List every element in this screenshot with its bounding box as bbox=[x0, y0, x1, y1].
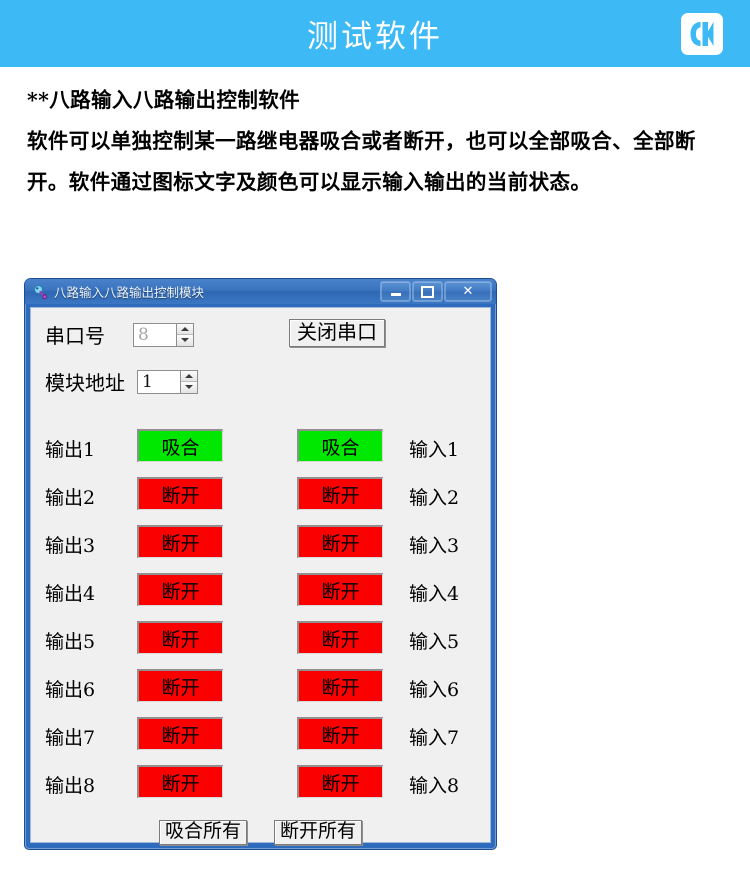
output-label: 输出3 bbox=[45, 535, 96, 557]
plug-connector-icon bbox=[32, 284, 48, 300]
input-state-indicator: 吸合 bbox=[297, 429, 383, 462]
chevron-up-icon bbox=[181, 326, 189, 331]
input-label: 输入1 bbox=[409, 439, 460, 461]
window-titlebar[interactable]: 八路输入八路输出控制模块 ✕ bbox=[25, 279, 496, 304]
output-state-button[interactable]: 断开 bbox=[137, 765, 223, 798]
open-all-button[interactable]: 断开所有 bbox=[274, 820, 363, 846]
close-port-row: 关闭串口 bbox=[289, 319, 385, 348]
output-state-button[interactable]: 断开 bbox=[137, 621, 223, 654]
output-label: 输出2 bbox=[45, 487, 96, 509]
input-state-indicator: 断开 bbox=[297, 717, 383, 750]
io-row: 输出4 断开 断开 输入4 bbox=[31, 570, 490, 618]
input-label: 输入2 bbox=[409, 487, 460, 509]
window-client-area: 串口号 8 关闭串口 模块地址 1 输出1 吸 bbox=[30, 307, 491, 846]
close-all-button[interactable]: 吸合所有 bbox=[158, 820, 247, 846]
description-block: **八路输入八路输出控制软件 软件可以单独控制某一路继电器吸合或者断开，也可以全… bbox=[27, 80, 727, 203]
io-row: 输出6 断开 断开 输入6 bbox=[31, 666, 490, 714]
chevron-down-icon bbox=[181, 338, 189, 343]
input-state-indicator: 断开 bbox=[297, 477, 383, 510]
module-address-input[interactable]: 1 bbox=[137, 369, 180, 394]
output-state-button[interactable]: 断开 bbox=[137, 573, 223, 606]
serial-port-row: 串口号 8 bbox=[45, 320, 194, 349]
description-line-1: **八路输入八路输出控制软件 bbox=[27, 88, 301, 112]
io-rows: 输出1 吸合 吸合 输入1 输出2 断开 断开 输入2 输出3 断开 断开 输入3 输出4 断开 断开 输入4… bbox=[31, 426, 490, 810]
input-state-indicator: 断开 bbox=[297, 525, 383, 558]
output-state-button[interactable]: 断开 bbox=[137, 477, 223, 510]
io-row: 输出3 断开 断开 输入3 bbox=[31, 522, 490, 570]
output-state-button[interactable]: 断开 bbox=[137, 525, 223, 558]
window-title: 八路输入八路输出控制模块 bbox=[54, 285, 205, 300]
output-label: 输出1 bbox=[45, 439, 96, 461]
io-row: 输出1 吸合 吸合 输入1 bbox=[31, 426, 490, 474]
input-label: 输入4 bbox=[409, 583, 460, 605]
chevron-down-icon bbox=[185, 385, 193, 390]
module-address-spin-buttons[interactable] bbox=[180, 369, 198, 394]
output-label: 输出5 bbox=[45, 631, 96, 653]
output-label: 输出8 bbox=[45, 775, 96, 797]
input-label: 输入8 bbox=[409, 775, 460, 797]
module-address-row: 模块地址 1 bbox=[45, 367, 198, 396]
module-address-label: 模块地址 bbox=[45, 371, 125, 395]
chevron-up-icon bbox=[185, 373, 193, 378]
io-row: 输出5 断开 断开 输入5 bbox=[31, 618, 490, 666]
bulk-action-buttons: 吸合所有 断开所有 bbox=[31, 820, 490, 846]
minimize-button[interactable] bbox=[380, 281, 411, 302]
output-state-button[interactable]: 吸合 bbox=[137, 429, 223, 462]
output-label: 输出4 bbox=[45, 583, 96, 605]
input-label: 输入6 bbox=[409, 679, 460, 701]
serial-port-spin-up[interactable] bbox=[177, 323, 193, 335]
maximize-button[interactable] bbox=[412, 281, 443, 302]
output-label: 输出7 bbox=[45, 727, 96, 749]
output-state-button[interactable]: 断开 bbox=[137, 669, 223, 702]
input-state-indicator: 断开 bbox=[297, 573, 383, 606]
serial-port-label: 串口号 bbox=[45, 324, 105, 348]
minimize-icon bbox=[390, 293, 401, 296]
maximize-icon bbox=[421, 285, 434, 298]
serial-port-stepper[interactable]: 8 bbox=[133, 322, 194, 347]
io-row: 输出7 断开 断开 输入7 bbox=[31, 714, 490, 762]
module-address-spin-down[interactable] bbox=[181, 382, 197, 393]
serial-port-spin-buttons[interactable] bbox=[176, 322, 194, 347]
page-header: 测试软件 bbox=[0, 0, 750, 67]
serial-port-spin-down[interactable] bbox=[177, 335, 193, 346]
input-label: 输入7 bbox=[409, 727, 460, 749]
page-title: 测试软件 bbox=[307, 19, 443, 55]
input-state-indicator: 断开 bbox=[297, 669, 383, 702]
description-line-2: 软件可以单独控制某一路继电器吸合或者断开，也可以全部吸合、全部断开。软件通过图标… bbox=[27, 129, 696, 194]
input-label: 输入5 bbox=[409, 631, 460, 653]
ck-brand-logo-icon bbox=[681, 13, 723, 55]
app-window: 八路输入八路输出控制模块 ✕ 串口号 8 bbox=[24, 278, 497, 850]
module-address-stepper[interactable]: 1 bbox=[137, 369, 198, 394]
close-port-button[interactable]: 关闭串口 bbox=[289, 319, 385, 348]
serial-port-input[interactable]: 8 bbox=[133, 322, 176, 347]
input-state-indicator: 断开 bbox=[297, 765, 383, 798]
output-label: 输出6 bbox=[45, 679, 96, 701]
io-row: 输出2 断开 断开 输入2 bbox=[31, 474, 490, 522]
io-row: 输出8 断开 断开 输入8 bbox=[31, 762, 490, 810]
window-caption-buttons: ✕ bbox=[380, 281, 492, 302]
output-state-button[interactable]: 断开 bbox=[137, 717, 223, 750]
close-button[interactable]: ✕ bbox=[444, 281, 492, 302]
input-state-indicator: 断开 bbox=[297, 621, 383, 654]
module-address-spin-up[interactable] bbox=[181, 370, 197, 382]
close-icon: ✕ bbox=[462, 284, 474, 299]
input-label: 输入3 bbox=[409, 535, 460, 557]
